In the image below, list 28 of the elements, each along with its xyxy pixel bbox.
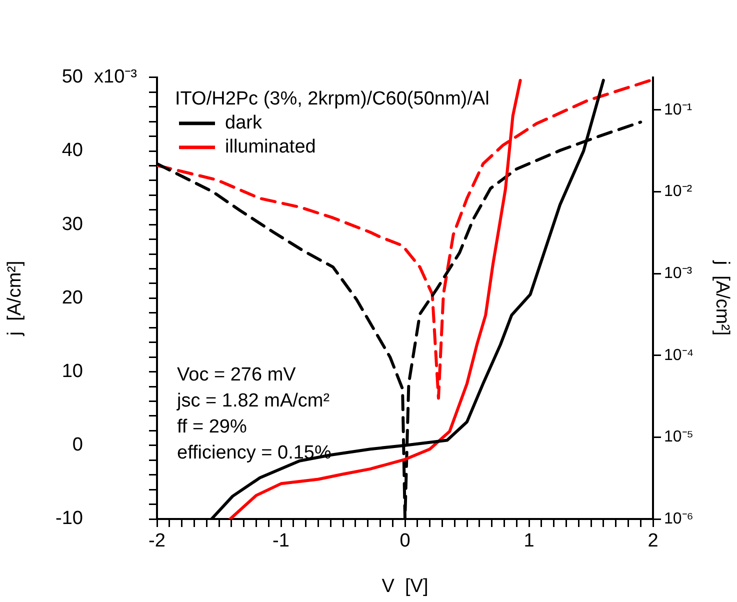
legend-title: ITO/H2Pc (3%, 2krpm)/C60(50nm)/Al: [175, 88, 490, 110]
y-tick-label: 50: [62, 66, 83, 88]
y-tick-label: 40: [62, 140, 83, 162]
y2-tick-label: 10⁻¹: [664, 101, 692, 118]
y2-tick-label: 10⁻³: [664, 264, 693, 282]
y-tick-label: 10: [62, 361, 83, 382]
y-tick-label: 20: [62, 287, 83, 308]
annotation: jsc = 1.82 mA/cm²: [176, 390, 330, 412]
x-tick-label: 2: [648, 530, 658, 552]
x-tick-label: 0: [400, 530, 410, 552]
x-tick-label: -1: [272, 530, 290, 552]
y2-tick-label: 10⁻⁴: [664, 346, 694, 364]
y2-axis-title: j [A/cm²]: [711, 260, 732, 336]
y2-tick-label: 10⁻⁶: [664, 510, 694, 528]
y-axis-title: j [A/cm²]: [4, 260, 26, 337]
y-tick-label: 0: [72, 434, 83, 456]
annotation: Voc = 276 mV: [177, 364, 296, 386]
legend-label: illuminated: [225, 136, 316, 158]
y2-tick-label: 10⁻²: [664, 183, 693, 200]
legend-label: dark: [225, 112, 262, 134]
x-axis-title: V [V]: [382, 576, 428, 597]
x-tick-label: -2: [148, 530, 166, 552]
y-tick-label: 30: [62, 214, 83, 235]
y2-tick-label: 10⁻⁵: [664, 428, 694, 446]
annotation: ff = 29%: [177, 416, 247, 438]
text: x10⁻³: [94, 66, 137, 88]
y-tick-label: -10: [56, 508, 83, 530]
x-tick-label: 1: [524, 530, 534, 552]
